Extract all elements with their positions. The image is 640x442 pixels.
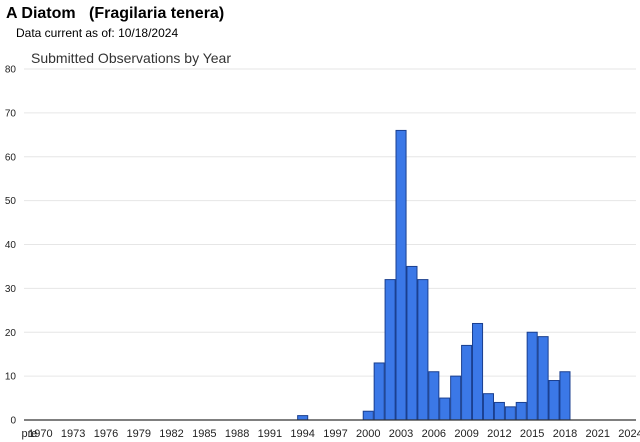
chart-title: Submitted Observations by Year [31, 50, 231, 66]
y-axis-ticks: 0 10 20 30 40 50 60 70 80 [5, 65, 17, 427]
x-tick-label: 1982 [159, 428, 183, 440]
y-tick-label: 30 [5, 284, 17, 295]
x-tick-label: 1997 [323, 428, 347, 440]
y-tick-label: 80 [5, 65, 17, 76]
bar-2018: 2018: 11 [559, 371, 571, 421]
x-tick-label: 1991 [258, 428, 282, 440]
y-tick-label: 20 [5, 328, 17, 339]
x-tick-label: 2012 [487, 428, 511, 440]
species-title: A Diatom (Fragilaria tenera) [6, 5, 224, 23]
bar-2007: 2007: 5 [439, 397, 451, 421]
x-tick-label: 2000 [356, 428, 380, 440]
bar-2000: 2000: 2 [362, 410, 374, 421]
y-tick-label: 40 [5, 240, 17, 251]
species-scientific-name: (Fragilaria tenera) [88, 5, 225, 22]
x-tick-label: 2024 [618, 428, 640, 440]
data-current-label: Data current as of: [16, 26, 115, 40]
x-tick-label: 2006 [422, 428, 446, 440]
x-tick-label: 1985 [192, 428, 216, 440]
bar-2017: 2017: 9 [548, 380, 560, 421]
bar-2004: 2004: 35 [406, 265, 418, 421]
y-tick-label: 50 [5, 196, 17, 207]
x-tick-label: 1979 [127, 428, 151, 440]
y-tick-label: 60 [5, 152, 17, 163]
bar-2014: 2014: 4 [515, 401, 527, 421]
gridlines [24, 68, 636, 377]
bar-2006: 2006: 11 [428, 371, 440, 421]
y-tick-label: 10 [5, 372, 17, 383]
bar-2009: 2009: 17 [461, 344, 473, 421]
data-current-date: 10/18/2024 [118, 26, 179, 40]
data-current-line: Data current as of: 10/18/2024 [16, 26, 178, 40]
bar-2011: 2011: 6 [482, 393, 494, 421]
x-tick-label: pre [22, 428, 38, 440]
x-tick-label: 2003 [389, 428, 413, 440]
x-tick-label: 2018 [553, 428, 577, 440]
x-tick-label: 2021 [586, 428, 610, 440]
bar-2005: 2005: 32 [417, 279, 429, 421]
x-tick-label: 2009 [454, 428, 478, 440]
bar-2016: 2016: 19 [537, 336, 549, 421]
y-tick-label: 0 [10, 416, 16, 427]
bar-2008: 2008: 10 [450, 375, 462, 421]
x-tick-label: 1988 [225, 428, 249, 440]
bar-1994: 1994: 1 [297, 415, 309, 421]
y-tick-label: 70 [5, 108, 17, 119]
bar-2003: 2003: 66 [395, 129, 407, 421]
x-tick-label: 1976 [94, 428, 118, 440]
x-tick-label: 2015 [520, 428, 544, 440]
bar-2001: 2001: 13 [373, 362, 385, 421]
bar-2015: 2015: 20 [526, 331, 538, 421]
bars: 1994: 12000: 22001: 132002: 322003: 6620… [297, 129, 571, 421]
bar-2002: 2002: 32 [384, 279, 396, 421]
bar-2010: 2010: 22 [472, 322, 484, 421]
x-tick-label: 1973 [61, 428, 85, 440]
bar-2013: 2013: 3 [504, 406, 516, 421]
bar-2012: 2012: 4 [493, 401, 505, 421]
x-tick-label: 1970 [28, 428, 52, 440]
x-tick-label: 1994 [290, 428, 314, 440]
species-common-name: A Diatom [6, 5, 76, 22]
